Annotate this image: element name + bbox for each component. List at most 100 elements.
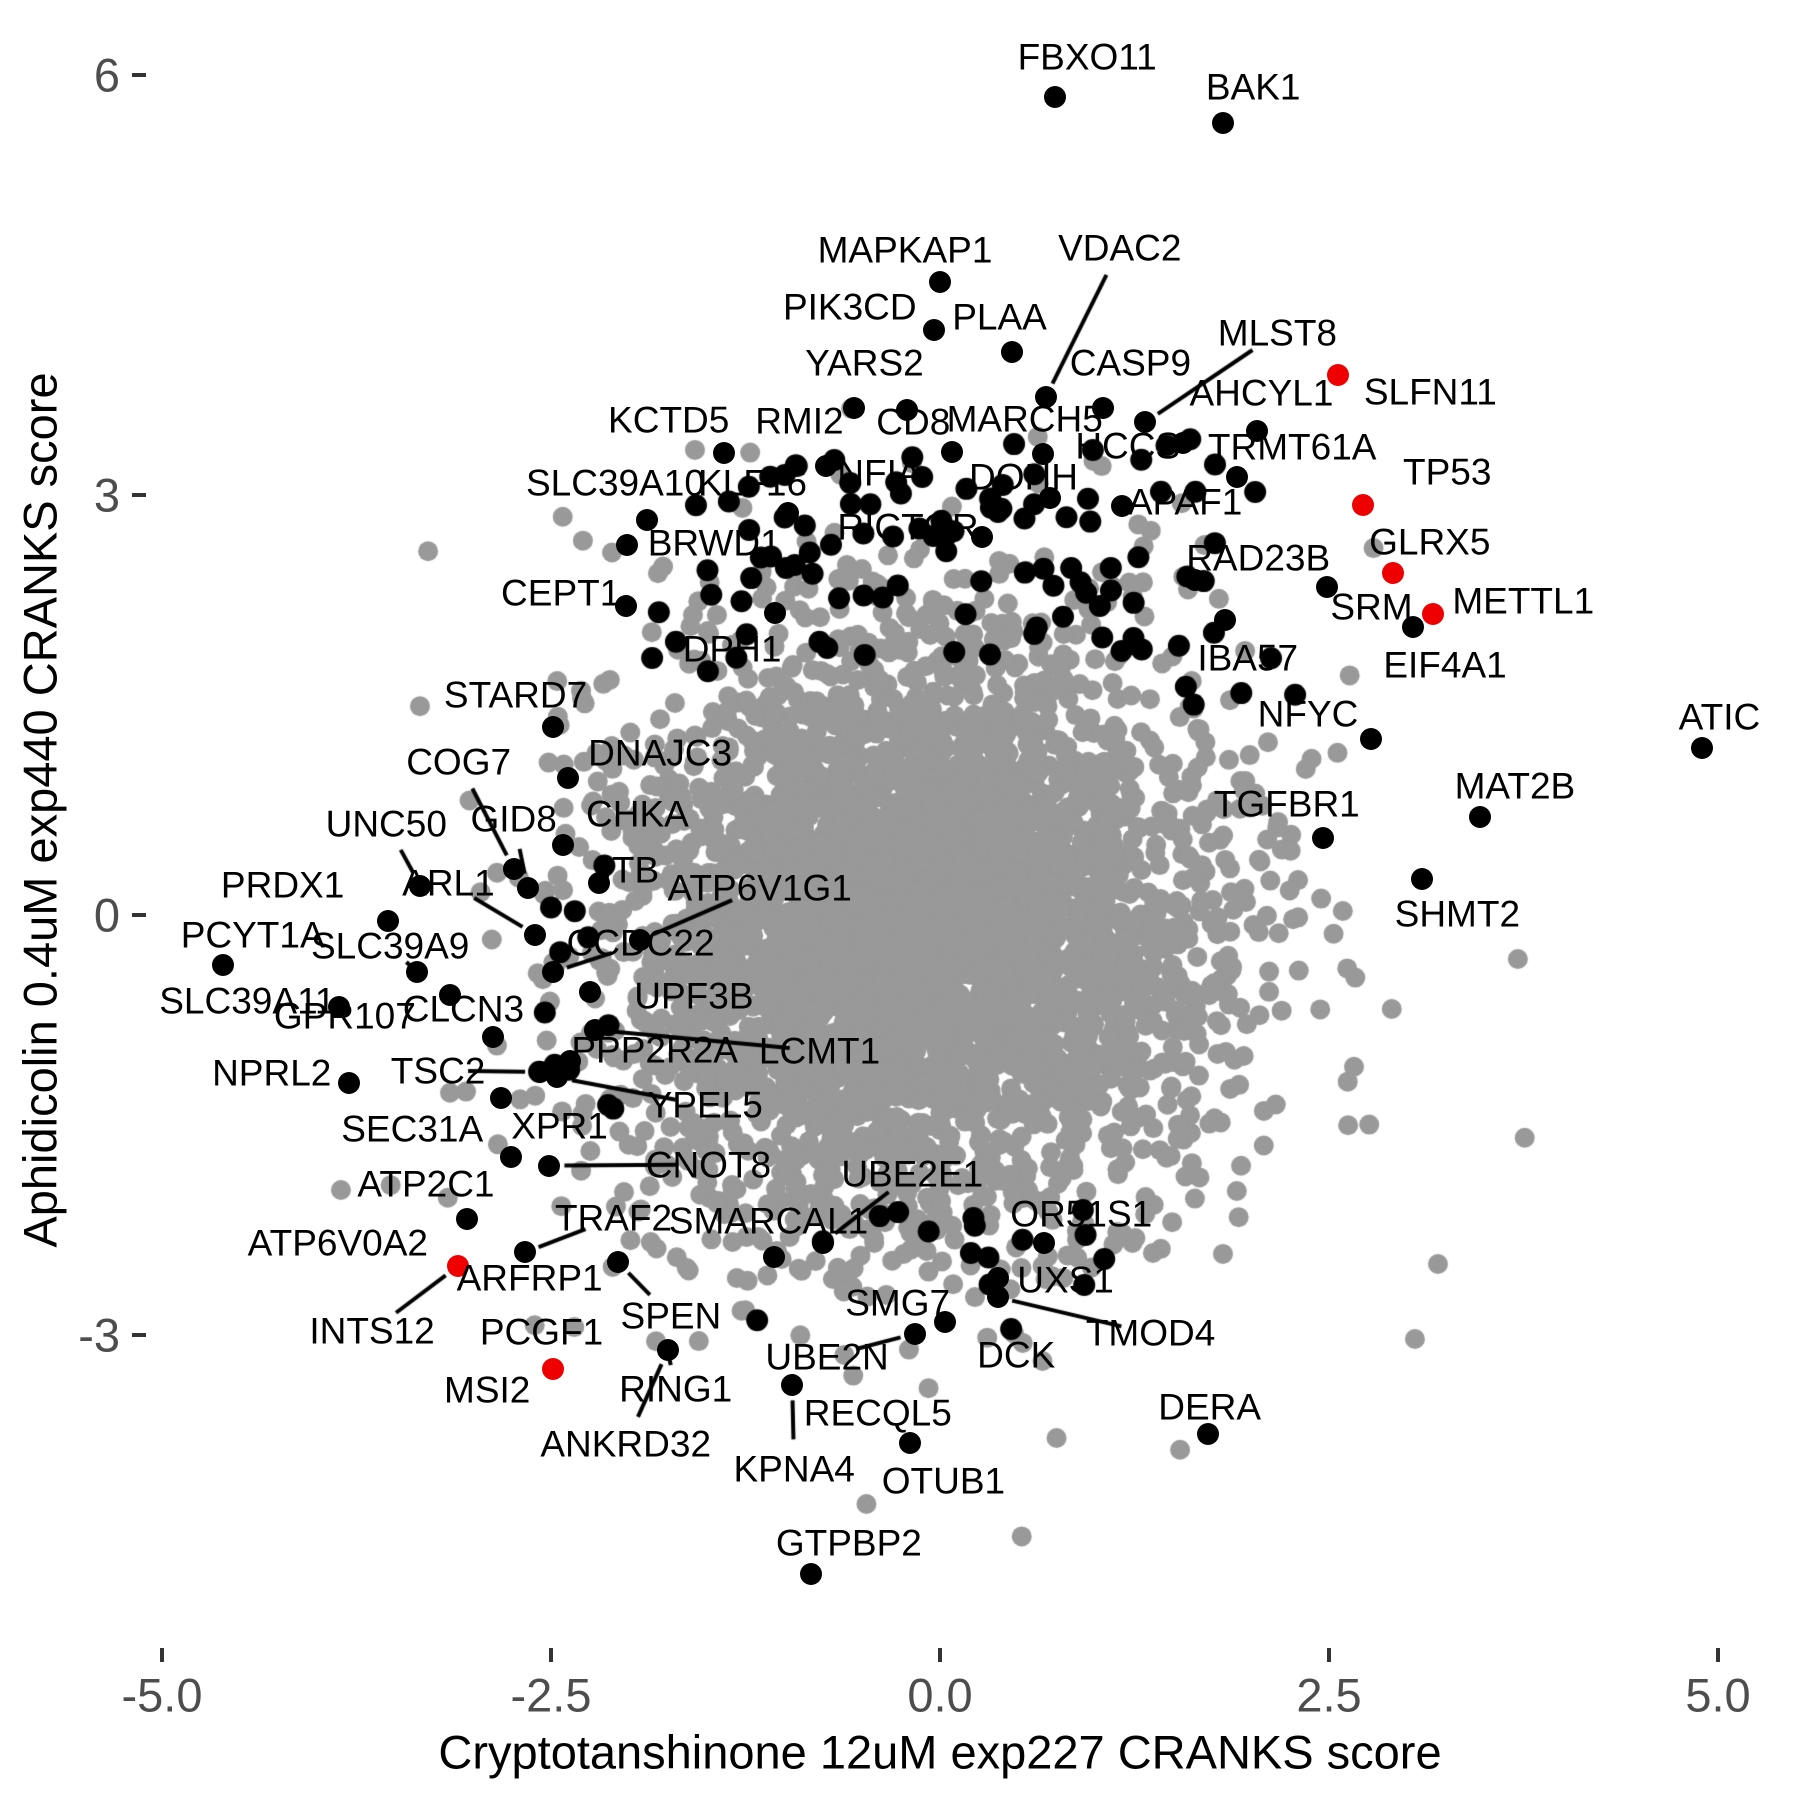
gene-label: ATIC xyxy=(1678,696,1761,738)
gene-dot xyxy=(482,1025,505,1048)
gene-label: UPF3B xyxy=(634,975,754,1017)
x-axis-title: Cryptotanshinone 12uM exp227 CRANKS scor… xyxy=(438,1725,1442,1779)
gene-dot xyxy=(971,526,993,548)
gene-label: CD8 xyxy=(876,401,951,443)
x-tick-mark xyxy=(1327,1648,1331,1662)
gene-label: TSC2 xyxy=(390,1050,486,1092)
gene-label: SRM xyxy=(1330,586,1413,628)
gene-label: GPR107 xyxy=(273,995,416,1037)
gene-label: GLRX5 xyxy=(1369,521,1491,563)
x-tick-label: 5.0 xyxy=(1685,1668,1751,1722)
gene-dot xyxy=(455,1207,478,1230)
gene-label: SHMT2 xyxy=(1394,893,1521,935)
gene-label: VDAC2 xyxy=(1058,227,1182,269)
gene-dot xyxy=(557,766,580,789)
gene-label: KCTD5 xyxy=(608,399,730,441)
gene-dot xyxy=(616,534,639,557)
gene-dot xyxy=(524,923,547,946)
gene-label: CCDC22 xyxy=(566,922,715,964)
gene-label: MAPKAP1 xyxy=(817,229,993,271)
gene-label: SMARCAL1 xyxy=(668,1200,869,1242)
gene-dot xyxy=(211,954,234,977)
gene-dot xyxy=(558,1049,581,1072)
gene-label: ATP6V1G1 xyxy=(667,867,852,909)
gene-dot xyxy=(1092,397,1115,420)
x-tick-label: 0.0 xyxy=(907,1668,973,1722)
gene-dot xyxy=(896,398,919,421)
gene-label: YPEL5 xyxy=(647,1084,763,1126)
gene-dot xyxy=(376,909,399,932)
gene-dot xyxy=(538,1154,561,1177)
gene-label: TRMT61A xyxy=(1207,426,1377,468)
y-axis-title: Aphidicolin 0.4uM exp440 CRANKS score xyxy=(13,372,67,1248)
gene-dot xyxy=(781,1374,804,1397)
gene-label: STARD7 xyxy=(443,674,588,716)
gene-dot xyxy=(529,1060,552,1083)
gene-label: RECQL5 xyxy=(803,1392,952,1434)
y-tick-label: -3 xyxy=(78,1308,120,1362)
gene-dot xyxy=(628,929,651,952)
gene-label: BRWD1 xyxy=(647,522,781,564)
gene-label: INTS12 xyxy=(309,1310,435,1352)
gene-dot xyxy=(337,1072,360,1094)
gene-dot xyxy=(815,454,838,477)
gene-dot xyxy=(1213,608,1236,631)
gene-label: PIK3CD xyxy=(782,286,917,328)
gene-dot xyxy=(776,502,799,525)
gene-dot xyxy=(1411,867,1434,890)
gene-label: SMG7 xyxy=(845,1282,951,1324)
gene-dot xyxy=(438,983,461,1006)
gene-dot xyxy=(541,716,564,739)
gene-label: UBE2E1 xyxy=(841,1153,984,1195)
gene-label: CEPT1 xyxy=(501,572,621,614)
gene-label: UXS1 xyxy=(1017,1259,1114,1301)
gene-label: RAD23B xyxy=(1186,537,1331,579)
gene-dot xyxy=(764,601,787,624)
gene-dot xyxy=(1034,386,1057,408)
x-tick-label: -2.5 xyxy=(510,1668,592,1722)
gene-label: ATP2C1 xyxy=(357,1163,495,1205)
gene-dot xyxy=(933,1311,956,1334)
y-tick-label: 6 xyxy=(93,48,120,102)
gene-dot xyxy=(1246,419,1269,442)
gene-dot xyxy=(929,271,951,294)
gene-dot xyxy=(636,509,659,532)
gene-dot xyxy=(409,874,432,897)
x-tick-mark xyxy=(549,1648,553,1662)
y-tick-mark xyxy=(132,493,146,497)
gene-dot xyxy=(1316,576,1339,599)
gene-dot-highlighted xyxy=(1327,363,1350,386)
gene-label: OR51S1 xyxy=(1010,1193,1153,1235)
gene-dot xyxy=(712,442,735,464)
gene-label: GTPBP2 xyxy=(775,1522,922,1564)
gene-label: EIF4A1 xyxy=(1383,644,1507,686)
gene-label: DERA xyxy=(1158,1386,1262,1428)
gene-dot-highlighted xyxy=(1352,493,1375,516)
gene-dot xyxy=(1311,827,1334,849)
gene-label: COG7 xyxy=(406,741,512,783)
gene-dot xyxy=(922,318,945,341)
gene-label: DPH1 xyxy=(682,628,782,670)
gene-label: MSI2 xyxy=(444,1369,531,1411)
gene-label: AHCYL1 xyxy=(1189,372,1334,414)
gene-label: GID8 xyxy=(470,798,557,840)
gene-dot xyxy=(1212,111,1235,134)
gene-label: XPR1 xyxy=(511,1105,608,1147)
gene-dot xyxy=(799,1563,822,1586)
y-tick-mark xyxy=(132,1333,146,1337)
gene-label: UBE2N xyxy=(765,1336,889,1378)
gene-label: SPEN xyxy=(620,1295,722,1337)
gene-dot xyxy=(1184,569,1207,592)
gene-label: HCCS xyxy=(1075,425,1181,467)
x-tick-label: -5.0 xyxy=(121,1668,203,1722)
x-tick-mark xyxy=(938,1648,942,1662)
gene-label: NFIA xyxy=(837,452,922,494)
gene-dot xyxy=(588,871,611,894)
gene-dot xyxy=(1000,341,1023,364)
gene-dot xyxy=(986,1286,1009,1309)
gene-dot xyxy=(904,1322,927,1345)
gene-label: UNC50 xyxy=(325,803,447,845)
gene-label: KLF16 xyxy=(697,462,808,504)
